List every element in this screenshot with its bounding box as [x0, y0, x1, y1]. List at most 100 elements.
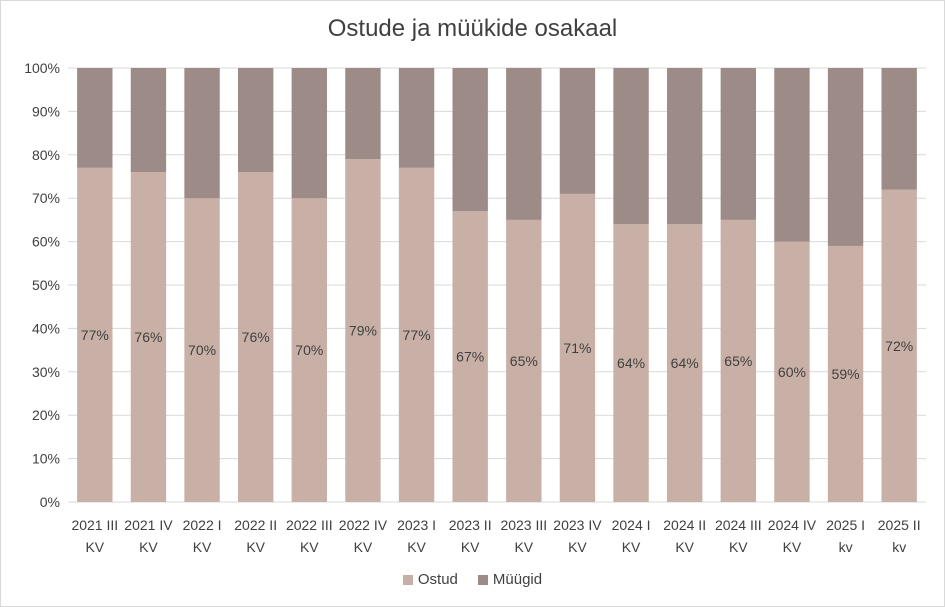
bar-myygid — [559, 68, 596, 194]
bar-ostud — [559, 193, 596, 503]
x-tick-label: 2024 II — [663, 517, 706, 533]
bar-ostud — [827, 245, 864, 502]
data-label: 60% — [778, 364, 806, 380]
y-tick-label: 80% — [32, 147, 60, 163]
bar-myygid — [237, 68, 274, 173]
bar-myygid — [506, 68, 542, 220]
data-label: 77% — [403, 327, 431, 343]
bar-ostud — [184, 198, 220, 502]
y-tick-label: 60% — [32, 234, 60, 250]
x-tick-label: 2022 III — [286, 517, 333, 533]
bar-myygid — [452, 68, 488, 212]
chart-title: Ostude ja müükide osakaal — [327, 15, 618, 42]
bar-myygid — [774, 68, 810, 242]
bar-ostud — [613, 224, 649, 503]
x-tick-label: 2023 I — [397, 517, 436, 533]
x-tick-label: kv — [892, 539, 906, 555]
x-tick-label: KV — [461, 539, 480, 555]
legend: Ostud Müügid — [1, 571, 944, 588]
legend-label-myygid: Müügid — [492, 571, 543, 588]
y-tick-label: 40% — [32, 320, 60, 336]
bar-myygid — [398, 68, 435, 168]
bar-ostud — [130, 172, 167, 502]
x-tick-label: 2022 IV — [339, 517, 388, 533]
data-label: 64% — [617, 355, 645, 371]
x-tick-label: KV — [568, 539, 587, 555]
x-tick-label: KV — [622, 539, 641, 555]
y-tick-label: 70% — [32, 190, 60, 206]
legend-item-ostud: Ostud — [402, 571, 458, 588]
x-tick-label: 2023 IV — [553, 517, 602, 533]
y-tick-label: 90% — [32, 103, 60, 119]
bar-myygid — [345, 68, 381, 160]
data-label: 76% — [242, 329, 270, 345]
x-tick-label: 2025 II — [878, 517, 921, 533]
bar-myygid — [291, 68, 328, 199]
data-label: 76% — [134, 329, 162, 345]
x-tick-label: KV — [85, 539, 104, 555]
x-tick-label: 2021 IV — [124, 517, 173, 533]
x-tick-label: KV — [193, 539, 212, 555]
bar-ostud — [237, 172, 274, 502]
y-tick-label: 10% — [32, 451, 60, 467]
data-label: 79% — [349, 323, 377, 339]
x-tick-label: 2025 I — [826, 517, 865, 533]
x-tick-label: 2024 III — [715, 517, 762, 533]
y-tick-label: 20% — [32, 407, 60, 423]
data-label: 72% — [885, 338, 913, 354]
x-tick-label: 2023 III — [500, 517, 547, 533]
x-tick-label: 2021 III — [71, 517, 118, 533]
x-tick-label: KV — [407, 539, 426, 555]
legend-label-ostud: Ostud — [417, 571, 458, 588]
x-tick-label: 2022 II — [234, 517, 277, 533]
bar-ostud — [452, 211, 488, 502]
legend-swatch-myygid — [477, 574, 488, 585]
x-tick-label: 2022 I — [183, 517, 222, 533]
bar-myygid — [881, 68, 917, 190]
bar-myygid — [77, 68, 113, 168]
bar-ostud — [345, 159, 381, 502]
data-label: 65% — [724, 353, 752, 369]
x-tick-label: KV — [783, 539, 802, 555]
x-tick-label: 2024 IV — [768, 517, 817, 533]
bar-myygid — [666, 68, 703, 225]
legend-item-myygid: Müügid — [477, 571, 543, 588]
y-tick-label: 30% — [32, 364, 60, 380]
y-tick-label: 50% — [32, 277, 60, 293]
x-tick-label: KV — [354, 539, 373, 555]
data-label: 70% — [188, 342, 216, 358]
bar-ostud — [666, 224, 703, 503]
bar-myygid — [184, 68, 220, 199]
x-tick-label: KV — [514, 539, 533, 555]
x-tick-label: KV — [139, 539, 158, 555]
x-tick-label: KV — [300, 539, 319, 555]
data-label: 71% — [563, 340, 591, 356]
data-label: 70% — [295, 342, 323, 358]
y-tick-label: 100% — [24, 60, 60, 76]
stacked-bar-chart: 0% 10% 20% 30% 40% 50% 60% 70% 80% 90% 100% 77% 2021… — [24, 60, 926, 555]
bar-ostud — [774, 241, 810, 502]
data-label: 77% — [81, 327, 109, 343]
bar-myygid — [827, 68, 864, 246]
bar-ostud — [506, 219, 542, 502]
data-label: 64% — [671, 355, 699, 371]
bar-ostud — [398, 167, 435, 502]
x-tick-label: KV — [675, 539, 694, 555]
bar-ostud — [291, 198, 328, 502]
data-label: 65% — [510, 353, 538, 369]
data-label: 59% — [832, 366, 860, 382]
bar-ostud — [77, 167, 113, 502]
x-tick-label: KV — [729, 539, 748, 555]
x-tick-label: 2023 II — [449, 517, 492, 533]
bar-ostud — [720, 219, 757, 502]
y-tick-label: 0% — [40, 494, 60, 510]
x-tick-label: KV — [246, 539, 265, 555]
bar-myygid — [613, 68, 649, 225]
bar-ostud — [881, 189, 917, 502]
data-label: 67% — [456, 349, 484, 365]
bar-myygid — [720, 68, 757, 220]
bar-myygid — [130, 68, 167, 173]
x-tick-label: kv — [839, 539, 853, 555]
x-tick-label: 2024 I — [612, 517, 651, 533]
